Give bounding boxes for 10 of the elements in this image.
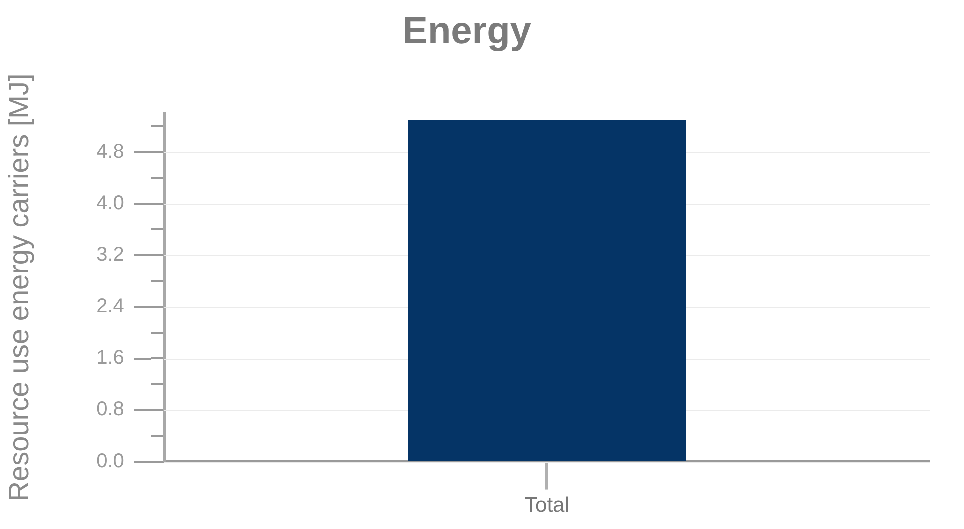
chart-title: Energy xyxy=(402,10,532,52)
y-tick-label: 3.2 xyxy=(96,244,124,266)
y-axis-title: Resource use energy carriers [MJ] xyxy=(4,74,35,502)
y-tick-label: 0.0 xyxy=(96,450,124,472)
x-tick-label: Total xyxy=(525,494,570,518)
y-tick-label: 0.8 xyxy=(96,398,124,421)
y-tick-label: 4.0 xyxy=(96,192,124,214)
y-tick-label: 4.8 xyxy=(96,140,124,163)
y-tick-label: 1.6 xyxy=(96,347,124,370)
y-tick-label: 2.4 xyxy=(96,296,124,318)
